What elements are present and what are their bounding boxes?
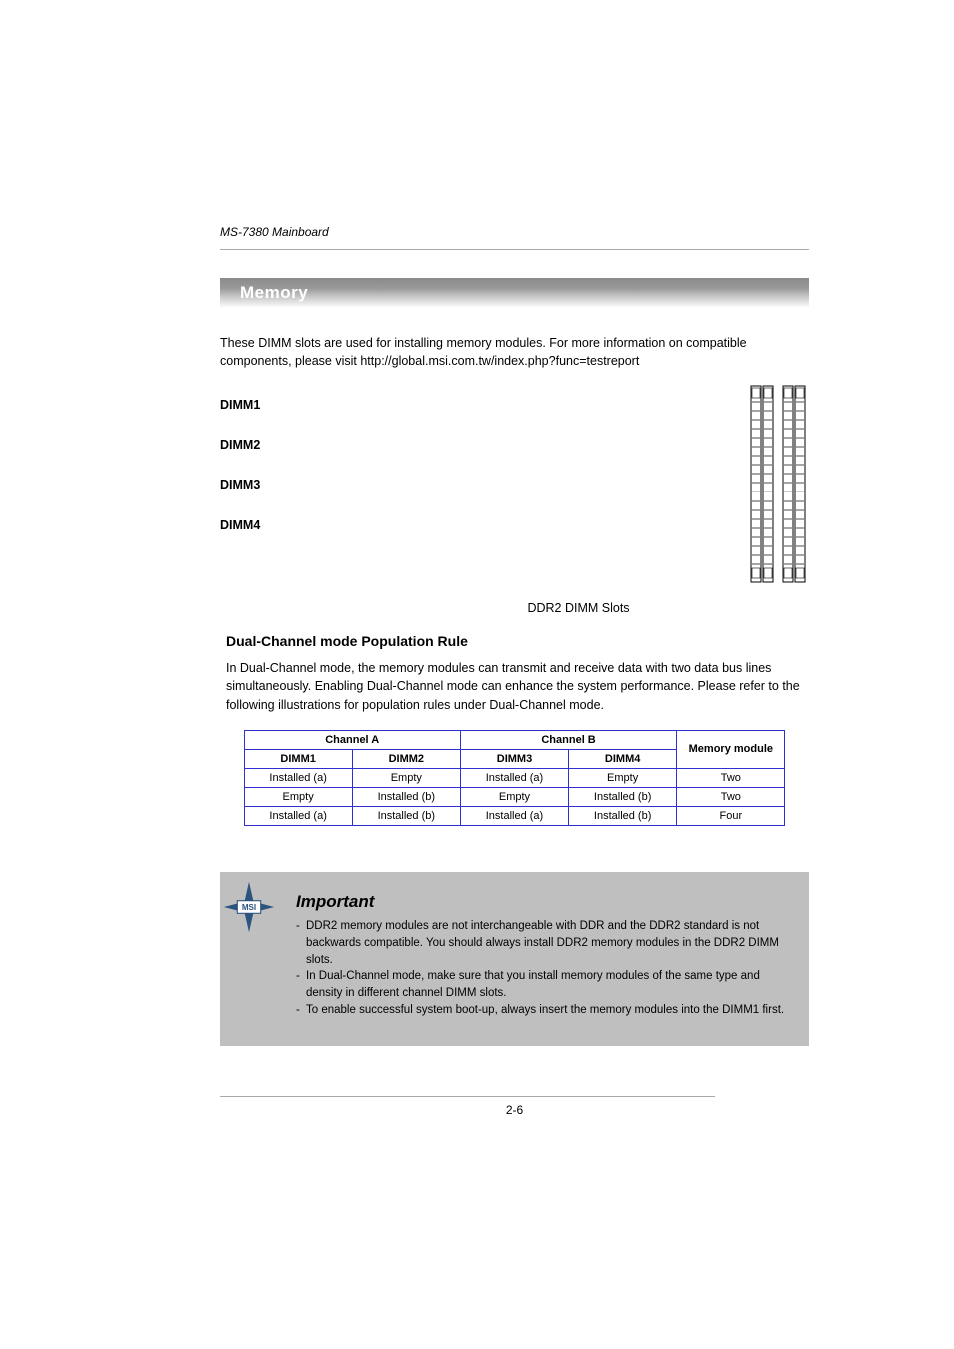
table-header-cell: DIMM2: [352, 749, 460, 768]
table-header-cell: Memory module: [677, 730, 785, 768]
table-cell: Installed (a): [244, 806, 352, 825]
divider-bottom: [220, 1096, 715, 1097]
table-cell: Four: [677, 806, 785, 825]
table-cell: Empty: [352, 768, 460, 787]
dual-heading: Dual-Channel mode Population Rule: [220, 633, 809, 649]
dimm-diagram-row: DIMM1 DIMM2 DIMM3 DIMM4: [220, 384, 809, 589]
banner-text: Memory: [240, 283, 308, 303]
dimm-caption: DDR2 DIMM Slots: [348, 601, 809, 615]
table-cell: Installed (b): [569, 806, 677, 825]
section-banner: Memory: [220, 278, 809, 308]
page-number: 2-6: [220, 1103, 809, 1117]
dimm-slots-diagram: [747, 384, 809, 589]
intro-text: These DIMM slots are used for installing…: [220, 334, 809, 370]
note-list: DDR2 memory modules are not interchangea…: [296, 918, 791, 1018]
table-row: Installed (a)EmptyInstalled (a)EmptyTwo: [244, 768, 785, 787]
table-header-cell: DIMM3: [460, 749, 568, 768]
dual-channel-table: Channel AChannel BMemory moduleDIMM1DIMM…: [244, 730, 786, 826]
table-cell: Two: [677, 768, 785, 787]
table-row: EmptyInstalled (b)EmptyInstalled (b)Two: [244, 787, 785, 806]
svg-text:MSI: MSI: [242, 903, 256, 912]
dimm-label-4: DIMM4: [220, 518, 719, 532]
divider-top: [220, 249, 809, 250]
page-title: MS-7380 Mainboard: [220, 225, 809, 239]
note-item: To enable successful system boot-up, alw…: [304, 1002, 791, 1019]
table-cell: Empty: [569, 768, 677, 787]
dimm-label-3: DIMM3: [220, 478, 719, 492]
dimm-label-2: DIMM2: [220, 438, 719, 452]
table-cell: Installed (a): [460, 768, 568, 787]
table-cell: Installed (b): [352, 787, 460, 806]
table-cell: Installed (a): [460, 806, 568, 825]
table-cell: Installed (b): [352, 806, 460, 825]
note-title: Important: [296, 890, 791, 915]
note-item: DDR2 memory modules are not interchangea…: [304, 918, 791, 968]
table-header-cell: Channel A: [244, 730, 460, 749]
table-cell: Empty: [460, 787, 568, 806]
table-row: Installed (a)Installed (b)Installed (a)I…: [244, 806, 785, 825]
table-header-cell: DIMM4: [569, 749, 677, 768]
table-cell: Installed (a): [244, 768, 352, 787]
dual-text: In Dual-Channel mode, the memory modules…: [220, 659, 809, 713]
table-header-cell: Channel B: [460, 730, 676, 749]
msi-logo-icon: MSI: [222, 880, 276, 934]
table-cell: Empty: [244, 787, 352, 806]
important-note-box: MSI Important DDR2 memory modules are no…: [220, 872, 809, 1047]
note-item: In Dual-Channel mode, make sure that you…: [304, 968, 791, 1001]
table-header-cell: DIMM1: [244, 749, 352, 768]
table-cell: Two: [677, 787, 785, 806]
dimm-label-1: DIMM1: [220, 398, 719, 412]
table-cell: Installed (b): [569, 787, 677, 806]
